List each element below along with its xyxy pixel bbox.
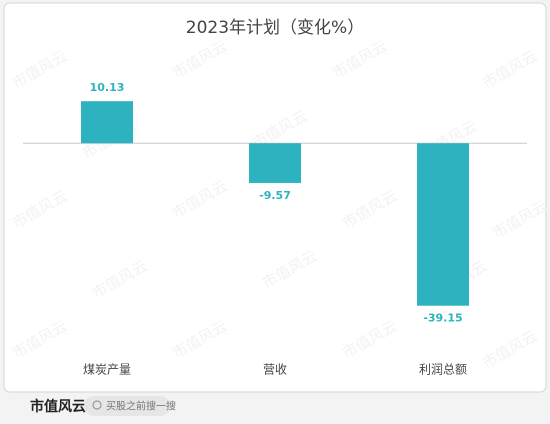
- x-tick-label: 营收: [263, 363, 287, 377]
- bar: [81, 101, 133, 144]
- chart-title: 2023年计划（变化%）: [186, 18, 364, 38]
- search-text[interactable]: 买股之前搜一搜: [106, 400, 176, 413]
- x-tick-label: 煤炭产量: [83, 363, 131, 377]
- footer-brand: 市值风云: [30, 398, 86, 415]
- data-label: -39.15: [423, 312, 462, 325]
- data-label: -9.57: [259, 189, 291, 202]
- search-icon: [92, 400, 102, 410]
- bar: [249, 143, 301, 183]
- card: [3, 2, 547, 393]
- x-tick-label: 利润总额: [419, 363, 467, 377]
- search-box[interactable]: [84, 396, 170, 416]
- data-label: 10.13: [90, 81, 125, 94]
- bar: [417, 143, 469, 306]
